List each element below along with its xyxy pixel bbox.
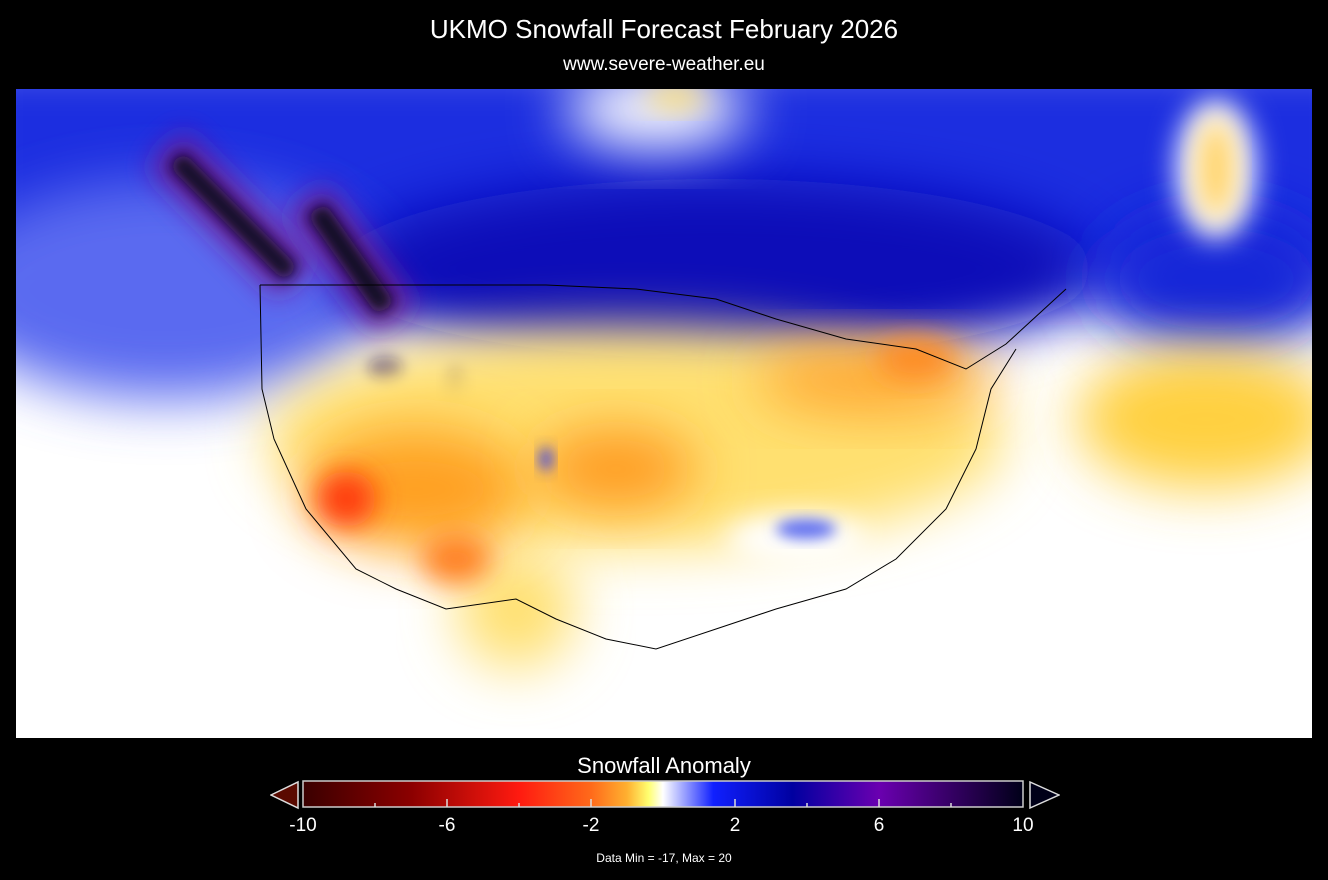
negative-anomaly-region: [266, 329, 1312, 669]
positive-anomaly-region: [16, 89, 1312, 411]
colorbar-gradient: [302, 780, 1024, 808]
colorbar-tick-label: 2: [729, 815, 741, 836]
colorbar: [270, 780, 1060, 810]
colorbar-tick-label: -10: [289, 815, 317, 836]
snowfall-anomaly-map: [16, 89, 1312, 738]
high-anomaly-streaks: [148, 131, 416, 334]
colorbar-tick-label: -6: [438, 815, 456, 836]
extend-low-arrow: [270, 780, 299, 810]
colorbar-tick-label: 6: [873, 815, 885, 836]
map-subtitle: www.severe-weather.eu: [563, 54, 765, 75]
map-title: UKMO Snowfall Forecast February 2026: [429, 14, 899, 44]
data-min-max: Data Min = -17, Max = 20: [596, 851, 732, 865]
colorbar-tick-label: -2: [582, 815, 600, 836]
map-field: [16, 89, 1312, 738]
extend-high-arrow: [1029, 780, 1060, 810]
country-borders: [259, 284, 1067, 650]
colorbar-tick-label: 10: [1012, 815, 1034, 836]
legend-title: Snowfall Anomaly: [577, 753, 751, 778]
